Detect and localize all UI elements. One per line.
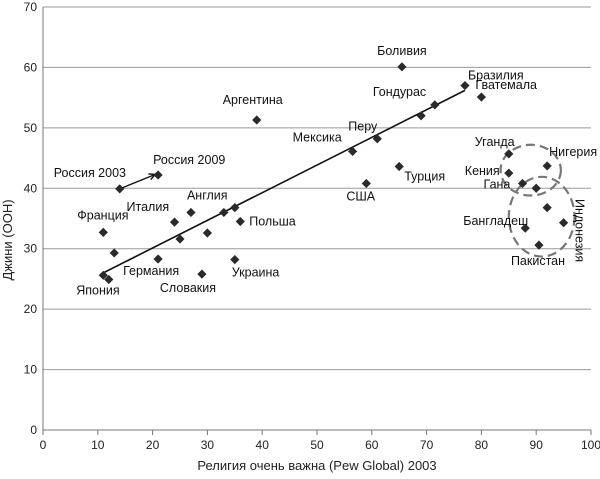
data-point (153, 170, 163, 180)
point-label: Аргентина (223, 93, 283, 107)
point-label: Бразилия (468, 69, 524, 83)
data-point (534, 240, 544, 250)
point-label: Англия (187, 188, 228, 202)
x-tick-label: 80 (475, 438, 489, 452)
x-tick-label: 40 (256, 438, 270, 452)
point-label: Польша (249, 215, 295, 229)
data-point (531, 183, 541, 193)
point-label: Россия 2009 (153, 153, 225, 167)
axis-layer: 0 10 20 30 40 50 60 70 0 10 20 30 40 50 60 70 80 90 100 (24, 0, 600, 452)
data-point (235, 216, 245, 227)
data-point (109, 248, 119, 258)
y-tick-label: 0 (30, 423, 37, 437)
point-label: Бангладеш (463, 214, 528, 228)
data-point (372, 134, 382, 144)
data-point (169, 217, 180, 227)
data-point (361, 178, 371, 189)
arrow-line (119, 173, 156, 190)
x-tick-label: 30 (201, 438, 215, 452)
point-label: Пакистан (511, 254, 565, 268)
x-tick-label: 70 (420, 438, 434, 452)
data-point (430, 100, 440, 110)
data-point (476, 92, 486, 102)
data-point (517, 178, 528, 189)
y-tick-label: 60 (24, 60, 38, 74)
data-point (230, 203, 240, 213)
data-point (542, 203, 552, 213)
point-label: Гондурас (373, 85, 426, 99)
y-tick-label: 50 (24, 121, 38, 135)
data-point (175, 234, 185, 244)
x-tick-label: 90 (530, 438, 544, 452)
grid-layer (43, 6, 591, 371)
point-label: Япония (76, 283, 119, 297)
y-tick-label: 40 (24, 181, 38, 195)
data-point (153, 254, 163, 264)
cluster-ellipse (507, 175, 576, 258)
data-point (394, 161, 404, 172)
data-point (115, 184, 125, 194)
x-tick-label: 10 (91, 438, 105, 452)
data-point (348, 146, 358, 157)
trend-line (102, 89, 466, 274)
y-tick-label: 10 (24, 363, 38, 377)
data-point (542, 161, 552, 171)
data-point (416, 111, 426, 121)
point-label: Боливия (377, 44, 427, 58)
x-axis-title: Религия очень важна (Pew Global) 2003 (197, 458, 436, 473)
point-label: Франция (77, 208, 128, 222)
x-tick-label: 60 (365, 438, 379, 452)
point-label: Словакия (160, 281, 216, 295)
data-point (98, 227, 108, 237)
rotated-point-label: Индонезия (573, 199, 587, 262)
data-point (186, 207, 196, 218)
data-point (98, 270, 108, 280)
point-label: Перу (348, 120, 378, 134)
data-point (460, 80, 470, 91)
x-tick-label: 100 (581, 438, 600, 452)
point-label: США (346, 189, 375, 203)
y-tick-label: 20 (24, 302, 38, 316)
data-point (559, 218, 569, 228)
data-point (197, 269, 207, 279)
data-point (504, 149, 514, 159)
point-label: Россия 2003 (54, 166, 126, 180)
point-layer (98, 62, 569, 285)
data-point (397, 62, 407, 72)
point-label: Гватемала (475, 78, 537, 92)
x-tick-label: 20 (146, 438, 160, 452)
y-tick-label: 30 (24, 242, 38, 256)
point-label: Мексика (293, 130, 342, 144)
y-axis-title: Джини (ООН) (0, 199, 15, 280)
data-point (504, 168, 514, 178)
data-point (520, 223, 530, 233)
point-label: Кения (465, 164, 500, 178)
cluster-ellipse (499, 143, 562, 197)
point-label: Германия (123, 264, 179, 278)
data-point (104, 274, 114, 285)
point-label: Украина (232, 266, 280, 280)
x-tick-label: 0 (40, 438, 47, 452)
data-point (219, 207, 229, 218)
x-tick-label: 50 (310, 438, 324, 452)
data-point (252, 115, 262, 125)
data-point (230, 254, 240, 265)
point-label: Италия (127, 200, 170, 214)
data-point (202, 228, 212, 238)
point-label: Гана (484, 177, 511, 191)
point-label: Турция (404, 170, 445, 184)
point-label: Уганда (475, 135, 515, 149)
y-tick-label: 70 (24, 0, 38, 14)
point-label: Нигерия (549, 145, 597, 159)
